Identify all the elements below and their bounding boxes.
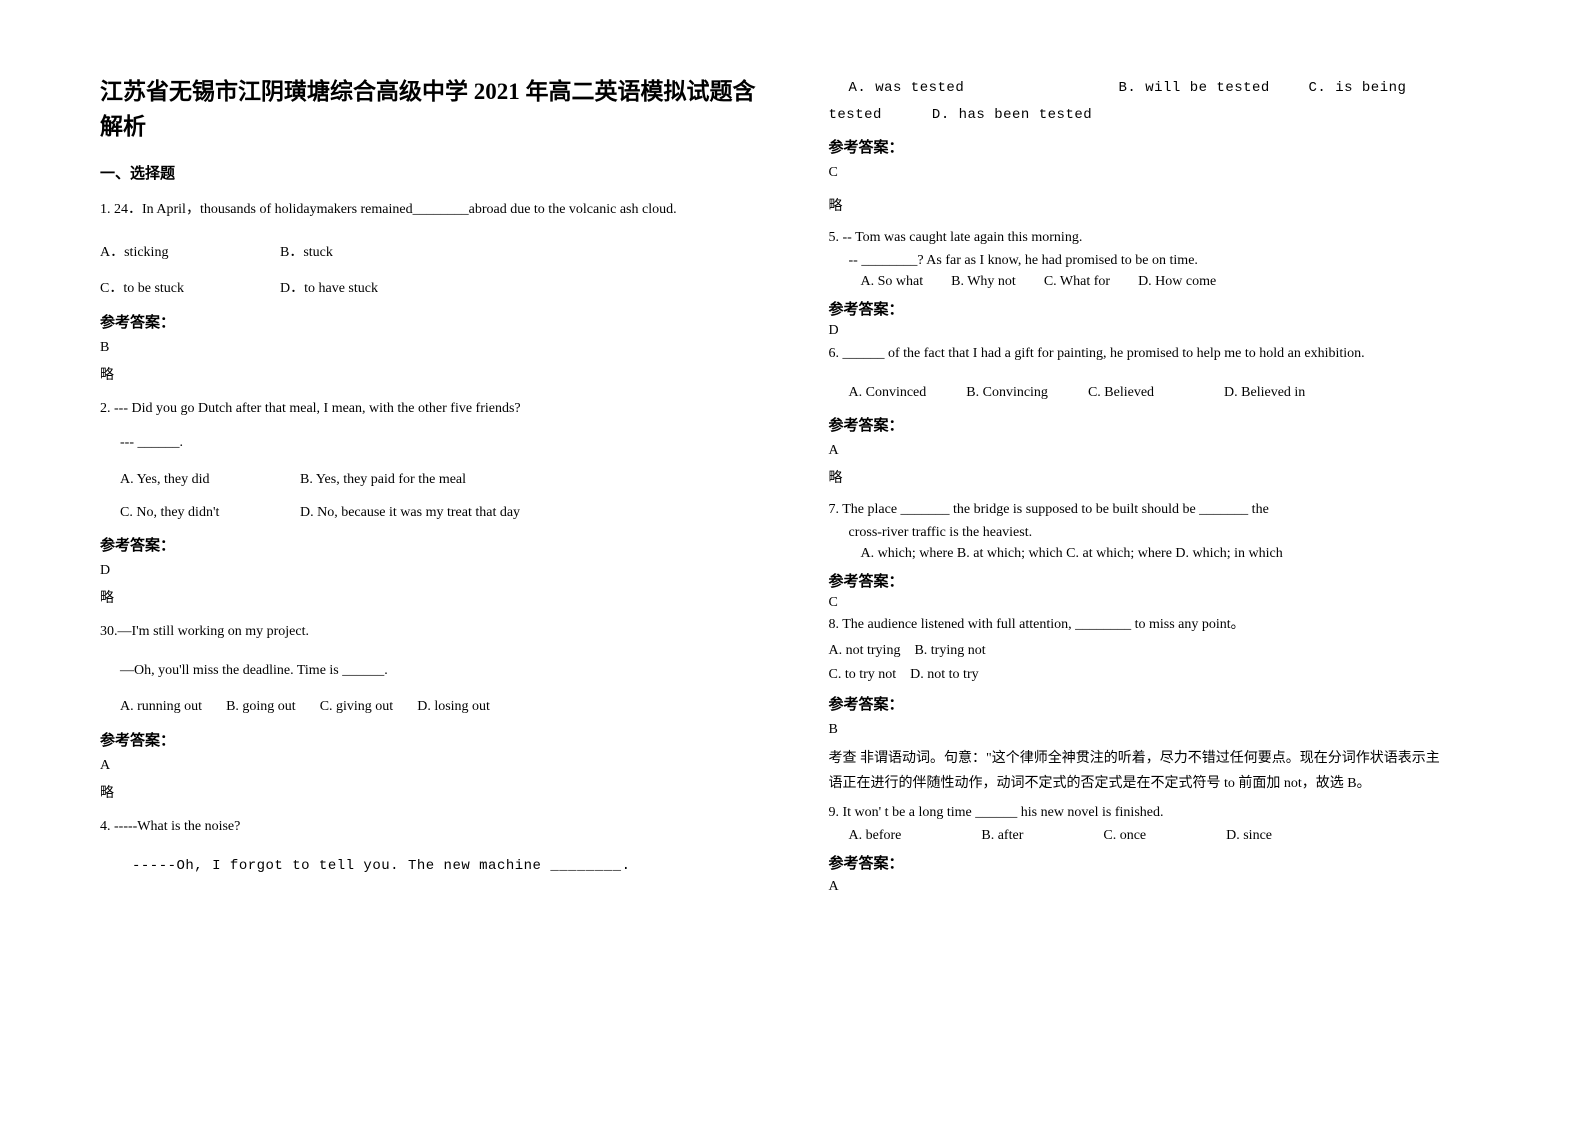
right-column: A. was tested B. will be tested C. is be… <box>829 75 1498 1102</box>
question-7: 7. The place _______ the bridge is suppo… <box>829 499 1498 564</box>
q5-ref-ans-label: 参考答案： <box>829 298 1498 319</box>
q4-tested: tested <box>829 102 882 129</box>
q4-opt-a: A. was tested <box>829 75 1119 102</box>
question-3: 30.—I'm still working on my project. —Oh… <box>100 619 769 684</box>
q9-opt-b: B. after <box>981 825 1023 846</box>
q3-opt-a: A. running out <box>120 694 202 721</box>
q7-answer: C <box>829 595 1498 611</box>
q4-stem2: -----Oh, I forgot to tell you. The new m… <box>100 853 769 880</box>
q7-ref-ans-label: 参考答案： <box>829 570 1498 591</box>
q1-opt-d: D．to have stuck <box>280 276 378 303</box>
q9-opt-a: A. before <box>849 825 902 846</box>
q6-lve: 略 <box>829 467 1498 487</box>
q9-stem: 9. It won' t be a long time ______ his n… <box>829 802 1498 823</box>
question-8: 8. The audience listened with full atten… <box>829 613 1498 686</box>
q9-opt-d: D. since <box>1226 825 1272 846</box>
q4-options: A. was tested B. will be tested C. is be… <box>829 75 1498 128</box>
q3-opt-b: B. going out <box>226 694 296 721</box>
q7-stem2: cross-river traffic is the heaviest. <box>829 522 1498 543</box>
q3-options: A. running out B. going out C. giving ou… <box>100 694 769 721</box>
q8-ref-ans-label: 参考答案： <box>829 693 1498 714</box>
section-heading: 一、选择题 <box>100 162 769 183</box>
q1-lve: 略 <box>100 364 769 384</box>
q1-opt-c: C．to be stuck <box>100 276 240 303</box>
q6-ref-ans-label: 参考答案： <box>829 414 1498 435</box>
q6-opt-c: C. Believed <box>1088 380 1154 407</box>
q5-opt-a: A. So what <box>861 271 924 292</box>
q8-opt-b: B. trying not <box>914 639 985 663</box>
q3-lve: 略 <box>100 782 769 802</box>
q6-opt-d: D. Believed in <box>1224 380 1305 407</box>
q3-ref-ans-label: 参考答案： <box>100 729 769 750</box>
question-2: 2. --- Did you go Dutch after that meal,… <box>100 396 769 457</box>
q2-opt-d: D. No, because it was my treat that day <box>300 500 520 527</box>
q7-stem1: 7. The place _______ the bridge is suppo… <box>829 499 1498 520</box>
question-5: 5. -- Tom was caught late again this mor… <box>829 227 1498 292</box>
question-6: 6. ______ of the fact that I had a gift … <box>829 341 1498 370</box>
q2-stem: 2. --- Did you go Dutch after that meal,… <box>100 396 769 423</box>
q2-ref-ans-label: 参考答案： <box>100 534 769 555</box>
q5-opt-d: D. How come <box>1138 271 1216 292</box>
left-column: 江苏省无锡市江阴璜塘综合高级中学 2021 年高二英语模拟试题含解析 一、选择题… <box>100 75 769 1102</box>
q9-ref-ans-label: 参考答案： <box>829 852 1498 873</box>
q2-opt-a: A. Yes, they did <box>120 467 260 494</box>
q8-opt-d: D. not to try <box>910 663 978 687</box>
q8-explain2: 语正在进行的伴随性动作，动词不定式的否定式是在不定式符号 to 前面加 not，… <box>829 771 1498 796</box>
q2-answer: D <box>100 563 769 579</box>
q4-lve: 略 <box>829 195 1498 215</box>
q4-stem: 4. -----What is the noise? <box>100 814 769 841</box>
q3-opt-d: D. losing out <box>417 694 490 721</box>
q4-ref-ans-label: 参考答案： <box>829 136 1498 157</box>
q6-options: A. Convinced B. Convincing C. Believed D… <box>829 380 1498 407</box>
q2-opt-b: B. Yes, they paid for the meal <box>300 467 466 494</box>
q1-opt-a: A．sticking <box>100 240 240 267</box>
q2-stem2: --- ______. <box>100 430 769 457</box>
q8-opt-a: A. not trying <box>829 639 901 663</box>
q3-opt-c: C. giving out <box>320 694 394 721</box>
q8-stem: 8. The audience listened with full atten… <box>829 613 1498 637</box>
q5-stem: 5. -- Tom was caught late again this mor… <box>829 227 1498 248</box>
q3-answer: A <box>100 758 769 774</box>
q7-opts: A. which; where B. at which; which C. at… <box>829 543 1498 564</box>
doc-title: 江苏省无锡市江阴璜塘综合高级中学 2021 年高二英语模拟试题含解析 <box>100 75 769 144</box>
q6-opt-a: A. Convinced <box>849 380 927 407</box>
q4-opt-b: B. will be tested <box>1119 75 1309 102</box>
q1-ref-ans-label: 参考答案： <box>100 311 769 332</box>
q8-opt-c: C. to try not <box>829 663 897 687</box>
q9-opt-c: C. once <box>1103 825 1146 846</box>
question-4: 4. -----What is the noise? -----Oh, I fo… <box>100 814 769 879</box>
question-9: 9. It won' t be a long time ______ his n… <box>829 802 1498 846</box>
q2-lve: 略 <box>100 587 769 607</box>
q9-answer: A <box>829 879 1498 895</box>
q4-answer: C <box>829 165 1498 181</box>
q8-explain1: 考查 非谓语动词。句意："这个律师全神贯注的听着，尽力不错过任何要点。现在分词作… <box>829 746 1498 771</box>
q8-answer: B <box>829 722 1498 738</box>
q5-opt-c: C. What for <box>1044 271 1110 292</box>
q3-stem: 30.—I'm still working on my project. <box>100 619 769 646</box>
q2-opt-c: C. No, they didn't <box>120 500 260 527</box>
q2-options: A. Yes, they did B. Yes, they paid for t… <box>100 467 769 526</box>
q5-stem2: -- ________? As far as I know, he had pr… <box>829 250 1498 271</box>
q1-answer: B <box>100 340 769 356</box>
q6-stem: 6. ______ of the fact that I had a gift … <box>829 341 1498 368</box>
q6-answer: A <box>829 443 1498 459</box>
q5-answer: D <box>829 323 1498 339</box>
q1-stem: 1. 24．In April，thousands of holidaymaker… <box>100 197 769 224</box>
q5-opt-b: B. Why not <box>951 271 1016 292</box>
q1-opt-b: B．stuck <box>280 240 333 267</box>
q6-opt-b: B. Convincing <box>966 380 1048 407</box>
question-1: 1. 24．In April，thousands of holidaymaker… <box>100 197 769 226</box>
q4-opt-d: D. has been tested <box>932 102 1092 129</box>
q1-options: A．sticking B．stuck C．to be stuck D．to ha… <box>100 240 769 303</box>
q4-opt-c: C. is being <box>1309 75 1407 102</box>
q3-stem2: —Oh, you'll miss the deadline. Time is _… <box>100 658 769 685</box>
